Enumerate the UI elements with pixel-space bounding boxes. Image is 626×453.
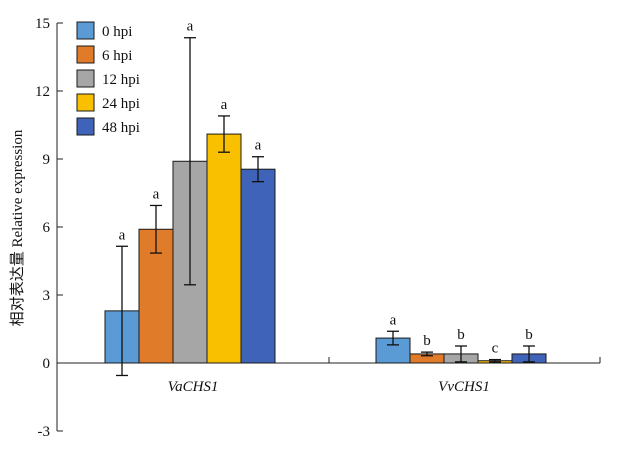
error-bars bbox=[116, 37, 535, 377]
y-axis-label: 相对表达量 Relative expression bbox=[9, 129, 26, 326]
significance-letter: b bbox=[423, 333, 431, 349]
significance-letter: c bbox=[492, 341, 499, 357]
legend-label: 48 hpi bbox=[102, 120, 140, 136]
significance-letter: a bbox=[390, 312, 397, 328]
bars bbox=[104, 133, 547, 364]
significance-letter: a bbox=[119, 227, 126, 243]
y-tick-label: 9 bbox=[43, 152, 51, 168]
significance-letter: b bbox=[525, 327, 533, 343]
significance-letter: a bbox=[153, 186, 160, 202]
significance-letter: a bbox=[221, 97, 228, 113]
legend: 0 hpi 6 hpi 12 hpi 24 hpi 48 hpi bbox=[76, 21, 140, 136]
y-tick-label: 6 bbox=[43, 220, 51, 236]
y-tick-label: 3 bbox=[43, 288, 51, 304]
y-tick-label: 0 bbox=[43, 356, 51, 372]
legend-swatch bbox=[76, 45, 95, 64]
y-axis: -3 0 3 6 9 12 15 bbox=[35, 16, 63, 440]
legend-swatch bbox=[76, 93, 95, 112]
bar bbox=[206, 133, 242, 364]
y-tick-label: 12 bbox=[35, 84, 50, 100]
x-category-label: VaCHS1 bbox=[168, 379, 219, 395]
legend-label: 6 hpi bbox=[102, 48, 132, 64]
legend-label: 24 hpi bbox=[102, 96, 140, 112]
legend-label: 12 hpi bbox=[102, 72, 140, 88]
significance-letters: a a a a a a b b c b bbox=[119, 19, 533, 357]
y-tick-label: -3 bbox=[38, 424, 51, 440]
significance-letter: b bbox=[457, 327, 465, 343]
bar bbox=[240, 168, 276, 364]
legend-label: 0 hpi bbox=[102, 24, 132, 40]
legend-swatch bbox=[76, 117, 95, 136]
y-tick-label: 15 bbox=[35, 16, 50, 32]
x-category-label: VvCHS1 bbox=[438, 379, 490, 395]
bar bbox=[138, 228, 174, 364]
significance-letter: a bbox=[187, 19, 194, 35]
significance-letter: a bbox=[255, 138, 262, 154]
legend-swatch bbox=[76, 69, 95, 88]
legend-swatch bbox=[76, 21, 95, 40]
